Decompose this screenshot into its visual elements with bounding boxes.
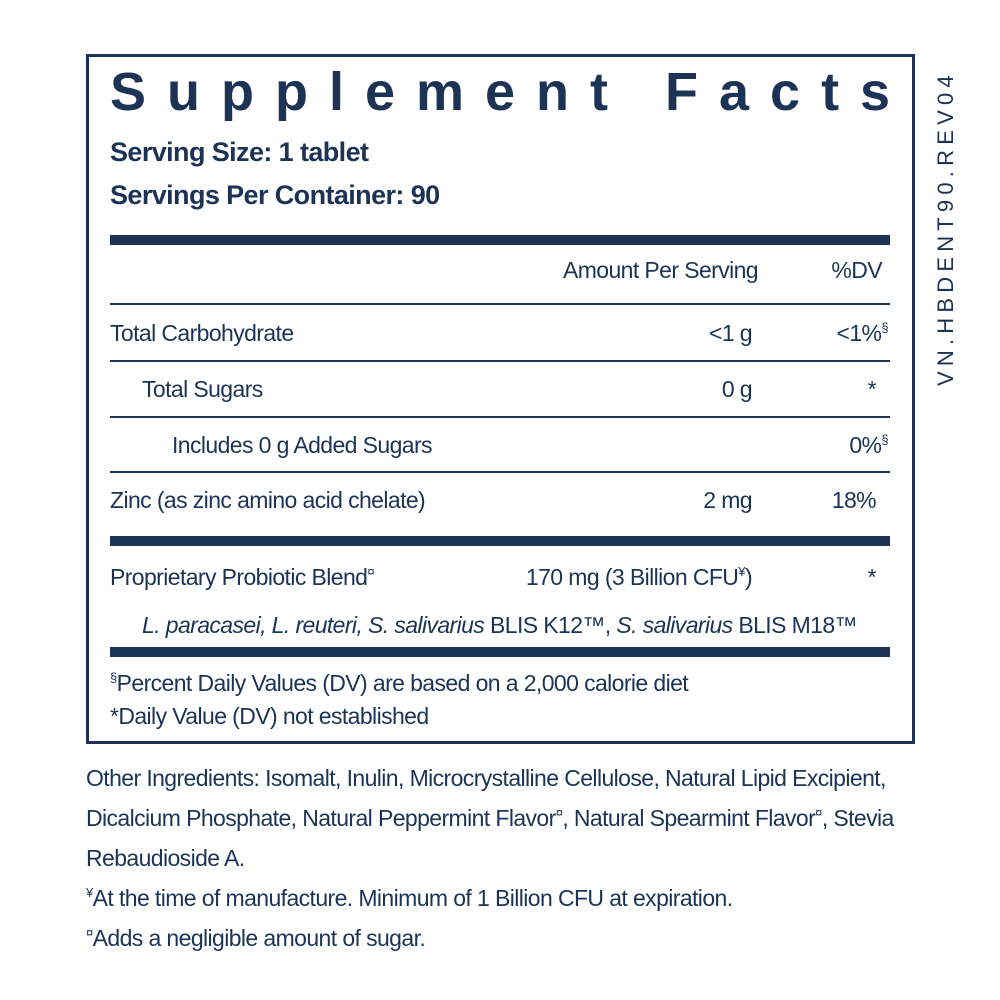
blend-amount-text: 170 mg (3 Billion CFU xyxy=(525,564,739,590)
row-name: Total Sugars xyxy=(142,376,263,402)
divider xyxy=(110,360,890,362)
blend-strains: L. paracasei, L. reuteri, S. salivarius … xyxy=(142,610,858,640)
row-dv: 0%§ xyxy=(849,430,888,460)
footnote: §Percent Daily Values (DV) are based on … xyxy=(110,668,689,698)
row-name: Includes 0 g Added Sugars xyxy=(172,432,433,458)
dv-value: <1% xyxy=(836,320,882,346)
ingredients-note: ¤ xyxy=(815,805,822,820)
divider-thick xyxy=(110,235,890,245)
ingredients-text: , Stevia Rebaudioside A. xyxy=(86,805,894,871)
footnote-mark: § xyxy=(110,670,117,685)
title: Supplement Facts xyxy=(110,62,912,122)
strain-text: S. salivarius xyxy=(616,612,733,638)
side-code: VN.HBDENT90.REV04 xyxy=(933,70,958,386)
row-dv: 18% xyxy=(831,487,877,513)
blend-name-text: Proprietary Probiotic Blend xyxy=(110,564,368,590)
blend-amount-note: ¥ xyxy=(738,564,745,579)
servings-per-container: Servings Per Container: 90 xyxy=(110,180,440,210)
note-mark: ¤ xyxy=(86,925,93,940)
note-text: At the time of manufacture. Minimum of 1… xyxy=(92,885,733,911)
divider xyxy=(110,303,890,305)
header-dv: %DV xyxy=(831,257,882,283)
dv-value: 0% xyxy=(849,432,882,458)
strain-text: BLIS M18™ xyxy=(732,612,857,638)
blend-note: ¤ xyxy=(367,564,375,579)
blend-name: Proprietary Probiotic Blend¤ xyxy=(110,562,375,592)
row-dv: <1%§ xyxy=(836,318,888,348)
row-amount: 2 mg xyxy=(703,487,752,513)
note: ¥At the time of manufacture. Minimum of … xyxy=(86,885,733,911)
row-name: Zinc (as zinc amino acid chelate) xyxy=(110,487,426,513)
footnote-text: Percent Daily Values (DV) are based on a… xyxy=(116,670,689,696)
footnote: *Daily Value (DV) not established xyxy=(110,703,429,729)
row-amount: <1 g xyxy=(708,320,753,346)
strain-text: L. paracasei, L. reuteri, S. salivarius xyxy=(142,612,485,638)
other-ingredients: Other Ingredients: Isomalt, Inulin, Micr… xyxy=(86,758,956,958)
note-mark: ¥ xyxy=(86,885,93,900)
strain-text: BLIS K12™, xyxy=(484,612,617,638)
divider-thick xyxy=(110,647,890,657)
row-dv: * xyxy=(867,376,877,402)
blend-amount-end: ) xyxy=(744,564,753,590)
note: ¤Adds a negligible amount of sugar. xyxy=(86,925,426,951)
blend-amount: 170 mg (3 Billion CFU¥) xyxy=(525,562,753,592)
serving-size: Serving Size: 1 tablet xyxy=(110,137,369,167)
divider xyxy=(110,416,890,418)
dv-note: § xyxy=(881,432,888,447)
blend-dv: * xyxy=(867,564,877,590)
row-amount: 0 g xyxy=(721,376,753,402)
dv-note: § xyxy=(881,320,888,335)
facts-box xyxy=(86,54,915,744)
ingredients-text: Other Ingredients: Isomalt, Inulin, Micr… xyxy=(86,765,886,831)
divider xyxy=(110,471,890,473)
row-name: Total Carbohydrate xyxy=(110,320,294,346)
header-amount: Amount Per Serving xyxy=(562,257,759,283)
divider-thick xyxy=(110,536,890,546)
ingredients-text: , Natural Spearmint Flavor xyxy=(562,805,816,831)
ingredients-note: ¤ xyxy=(555,805,563,820)
note-text: Adds a negligible amount of sugar. xyxy=(92,925,426,951)
